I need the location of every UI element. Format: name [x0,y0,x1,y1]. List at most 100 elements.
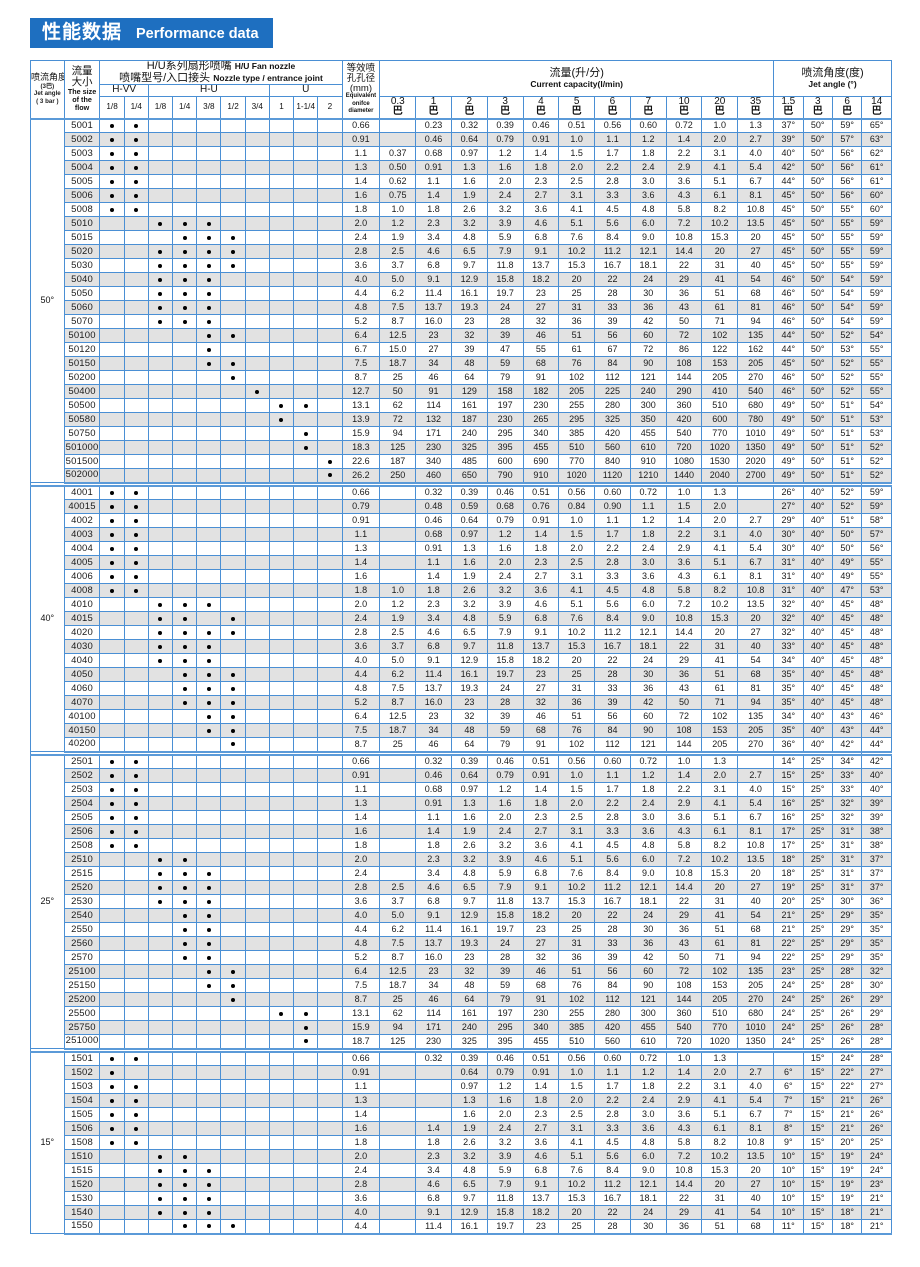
availability-dot-off [317,132,343,148]
capacity-value: 71 [701,695,739,711]
capacity-value: 2.7 [522,824,560,840]
capacity-value: 18.1 [629,894,667,910]
nozzle-model: 2550 [63,922,101,938]
nozzle-model: 4010 [63,597,101,613]
capacity-value: 0.97 [450,1079,488,1095]
availability-dot-off [123,1177,149,1193]
availability-dot-off [196,188,222,204]
availability-dot-off [268,583,295,599]
capacity-value: 2.0 [558,160,596,176]
availability-dot-on [123,1079,149,1095]
jet-angle-value: 36° [861,894,892,910]
availability-dot-off [268,1065,295,1081]
jet-angle-value: 50° [802,384,833,400]
availability-dot-on [196,709,222,725]
capacity-value: 5.6 [594,1149,631,1165]
availability-dot-off [99,1020,125,1036]
capacity-value: 16.7 [594,1191,631,1207]
jet-angle-value: 29° [831,908,863,924]
jet-angle-value: 19° [831,1191,863,1207]
jet-angle-value: 50° [802,132,833,148]
capacity-value: 112 [594,737,631,753]
jet-angle-value: 59° [861,272,892,288]
availability-dot-off [123,1149,149,1165]
jet-angle-value: 15° [802,1121,833,1137]
availability-dot-off [123,468,149,484]
jet-angle-value: 50° [831,527,863,543]
availability-dot-on [196,1191,222,1207]
jet-angle-value: 50° [802,342,833,358]
capacity-value: 20 [558,272,596,288]
jet-angle-value: 49° [773,398,804,414]
availability-dot-off [268,695,295,711]
capacity-value: 1.9 [450,824,488,840]
availability-dot-off [172,583,198,599]
capacity-value [737,753,775,770]
capacity-value: 25 [558,286,596,302]
capacity-value: 600 [701,412,739,428]
capacity-value: 0.91 [522,1065,560,1081]
capacity-value: 3.9 [486,597,524,613]
capacity-value: 3.2 [450,1149,488,1165]
availability-dot-on [293,1034,319,1050]
capacity-value: 60 [629,328,667,344]
capacity-value: 16.1 [450,922,488,938]
capacity-value: 3.2 [450,216,488,232]
capacity-value: 34 [415,723,452,739]
availability-dot-off [220,440,246,456]
capacity-value: 12.1 [629,625,667,641]
jet-angle-value: 55° [861,370,892,386]
capacity-value: 144 [665,737,703,753]
availability-dot-off [317,188,343,204]
jet-angle-value: 34° [773,709,804,725]
table-row: 2505 1.4 1.1 1.6 2.0 2.3 2.5 2.8 3.0 3.6 5.1 6.7 16°… [31,810,892,826]
availability-dot-off [172,1093,198,1109]
jet-angle-value: 25° [802,782,833,798]
table-row: 50400 12.7 50 91 129 158 182 205 225 240 290 410 540… [31,384,892,400]
availability-dot-on [196,342,222,358]
availability-dot-off [244,468,270,484]
availability-dot-on [220,964,246,980]
availability-dot-off [317,583,343,599]
group-jet-angle: 25° [30,753,65,1050]
capacity-value: 197 [486,1006,524,1022]
jet-angle-value: 43° [831,723,863,739]
nozzle-model: 1515 [63,1163,101,1179]
availability-dot-on [99,202,125,218]
availability-dot-off [244,132,270,148]
table-row: 25750 15.9 94 171 240 295 340 385 420 455 540 770 10… [31,1020,892,1036]
jet-angle-value: 31° [831,824,863,840]
availability-dot-on [220,258,246,274]
availability-dot-on [147,880,174,896]
capacity-value: 61 [701,300,739,316]
capacity-value: 0.72 [629,484,667,501]
capacity-value: 14.4 [665,244,703,260]
availability-dot-off [196,513,222,529]
orifice-diameter: 15.9 [341,1020,381,1036]
capacity-value: 2.0 [701,1065,739,1081]
availability-dot-off [172,440,198,456]
orifice-diameter: 2.4 [341,866,381,882]
capacity-value: 420 [665,412,703,428]
availability-dot-on [172,1205,198,1221]
availability-dot-off [293,653,319,669]
capacity-value: 230 [522,1006,560,1022]
availability-dot-on [268,398,295,414]
capacity-value: 1.2 [629,513,667,529]
availability-dot-off [172,454,198,470]
jet-angle-value: 7° [773,1093,804,1109]
nozzle-model: 2508 [63,838,101,854]
capacity-value: 295 [486,1020,524,1036]
availability-dot-off [244,709,270,725]
capacity-value: 0.84 [558,499,596,515]
capacity-value [379,117,417,134]
header-size-1-1-4: 1-1/4 [293,95,319,120]
group-jet-angle: 15° [30,1050,65,1235]
jet-angle-value: 23° [773,964,804,980]
nozzle-model: 25200 [63,992,101,1008]
table-row: 50750 15.9 94 171 240 295 340 385 420 455 540 770 10… [31,426,892,442]
capacity-value: 4.5 [594,583,631,599]
capacity-value: 3.9 [486,216,524,232]
jet-angle-value: 15° [802,1135,833,1151]
nozzle-model: 4020 [63,625,101,641]
